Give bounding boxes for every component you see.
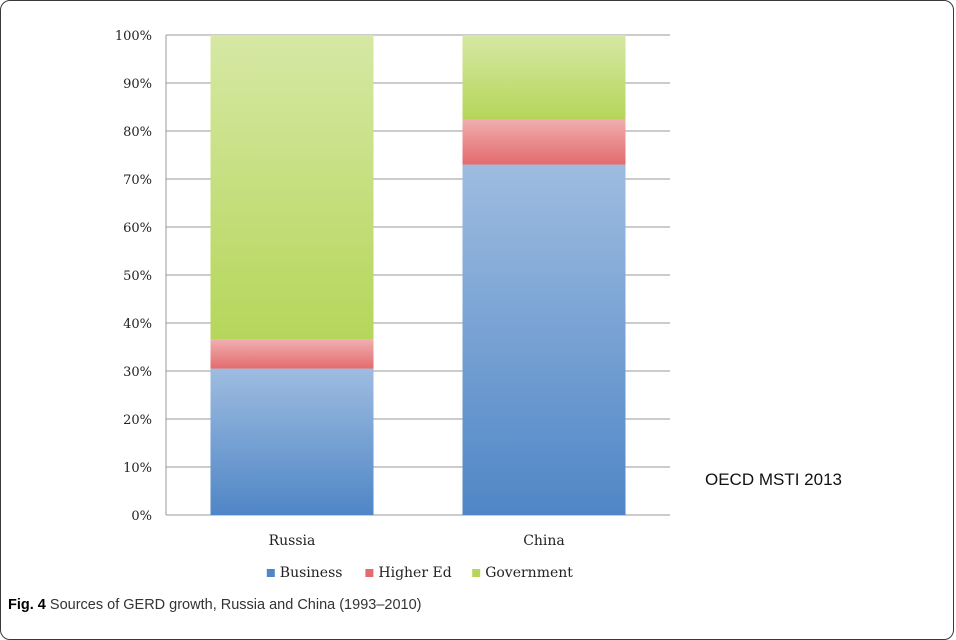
bar-russia-business xyxy=(210,368,374,515)
y-tick-label: 40% xyxy=(123,317,152,332)
figure-label: Fig. 4 xyxy=(8,597,46,613)
legend-item-government: Government xyxy=(472,565,573,581)
legend-item-business: Business xyxy=(266,565,343,581)
figure-caption: Fig. 4 Sources of GERD growth, Russia an… xyxy=(8,597,421,613)
legend-swatch xyxy=(472,569,481,577)
y-tick-label: 30% xyxy=(123,365,152,380)
y-tick-label: 70% xyxy=(123,173,152,188)
y-tick-label: 100% xyxy=(115,29,152,44)
y-tick-label: 50% xyxy=(123,269,152,284)
y-tick-label: 90% xyxy=(123,77,152,92)
y-tick-label: 80% xyxy=(123,125,152,140)
y-tick-label: 10% xyxy=(123,461,152,476)
legend-swatch xyxy=(365,569,374,577)
x-category-label: Russia xyxy=(269,533,316,549)
bar-russia-higher-ed xyxy=(210,339,374,369)
legend-swatch xyxy=(266,569,275,577)
bars xyxy=(210,35,626,515)
axes: 0% 10% 20% 30% 40% 50% 60% 70% 80% 90% 100% Russia C… xyxy=(115,29,565,549)
legend-label: Higher Ed xyxy=(378,565,451,581)
y-tick-label: 20% xyxy=(123,413,152,428)
source-note: OECD MSTI 2013 xyxy=(705,470,842,489)
stacked-bar-chart: 0% 10% 20% 30% 40% 50% 60% 70% 80% 90% 100% Russia C… xyxy=(115,29,670,581)
bar-russia-government xyxy=(210,35,374,340)
x-category-label: China xyxy=(523,533,565,549)
legend-label: Business xyxy=(280,565,343,581)
y-tick-label: 60% xyxy=(123,221,152,236)
caption-text: Sources of GERD growth, Russia and China… xyxy=(45,597,422,613)
bar-china-higher-ed xyxy=(462,119,626,165)
legend-label: Government xyxy=(485,565,573,581)
y-tick-label: 0% xyxy=(131,509,152,524)
legend: Business Higher Ed Government xyxy=(266,565,573,581)
bar-china-government xyxy=(462,35,626,119)
bar-china-business xyxy=(462,164,626,515)
legend-item-higher-ed: Higher Ed xyxy=(365,565,452,581)
